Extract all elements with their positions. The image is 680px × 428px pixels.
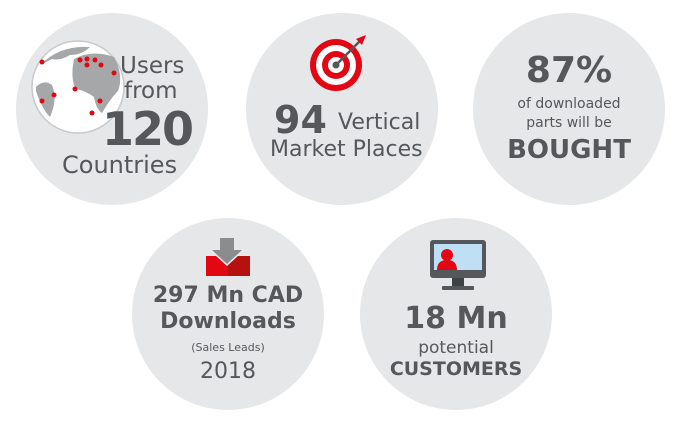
globe-icon xyxy=(31,40,125,134)
label-downloads: Downloads xyxy=(160,309,296,334)
label-market-places: Market Places xyxy=(270,137,423,162)
label-of-downloaded: of downloaded xyxy=(517,96,621,112)
monitor-user-icon xyxy=(430,240,486,290)
stat-downloads: 297 Mn CAD Downloads (Sales Leads) 2018 xyxy=(132,218,324,410)
label-customers: CUSTOMERS xyxy=(389,358,523,380)
label-parts-will-be: parts will be xyxy=(526,115,612,131)
label-users: Users xyxy=(120,53,185,79)
label-countries: Countries xyxy=(62,151,178,179)
stat-countries: Users from 120 Countries xyxy=(16,13,208,205)
download-tray-icon xyxy=(206,238,250,276)
stat-market-places: 94 Vertical Market Places xyxy=(246,13,438,205)
number-verticals: 94 xyxy=(274,98,327,142)
label-bought: BOUGHT xyxy=(507,135,631,165)
number-percent: 87% xyxy=(525,50,613,91)
label-297-mn-cad: 297 Mn CAD xyxy=(152,283,304,308)
number-countries: 120 xyxy=(102,102,194,156)
label-from: from xyxy=(124,78,178,104)
label-potential: potential xyxy=(418,338,494,358)
label-sales-leads: (Sales Leads) xyxy=(191,341,265,354)
target-icon xyxy=(310,35,366,91)
label-vertical: Vertical xyxy=(338,110,421,135)
number-customers: 18 Mn xyxy=(404,301,508,336)
label-year: 2018 xyxy=(200,359,256,384)
stat-customers: 18 Mn potential CUSTOMERS xyxy=(360,218,552,410)
stat-bought: 87% of downloaded parts will be BOUGHT xyxy=(473,13,665,205)
